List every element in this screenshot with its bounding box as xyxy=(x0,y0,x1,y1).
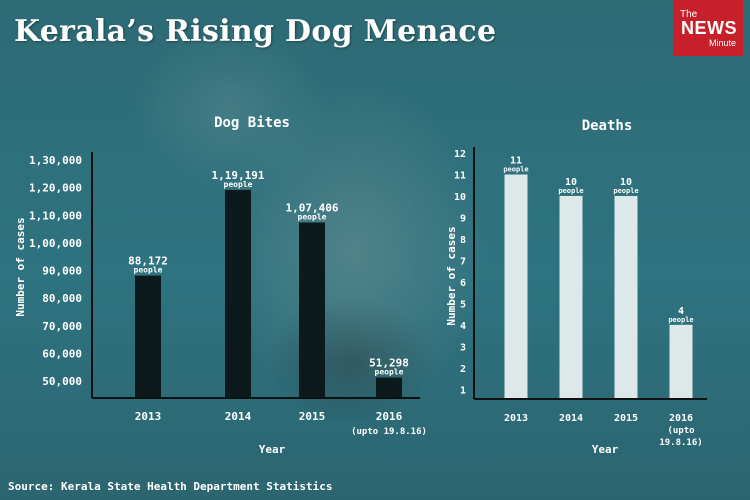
deaths-x-sublabel: (upto xyxy=(667,426,694,436)
deaths-bar-2015 xyxy=(614,195,638,398)
logo-news: NEWS xyxy=(681,18,737,38)
deaths-y-tick-label: 3 xyxy=(460,342,466,353)
bites-data-label-2013: 88,172 xyxy=(128,255,168,268)
deaths-bar-2013 xyxy=(504,174,528,398)
deaths-y-tick-label: 6 xyxy=(460,278,466,289)
bites-data-unit-2013: people xyxy=(134,266,163,275)
bites-x-tick-label: 2015 xyxy=(299,410,326,423)
deaths-y-tick-label: 7 xyxy=(460,256,466,267)
bites-data-label-2016: 51,298 xyxy=(369,357,409,370)
deaths-chart-title: Deaths xyxy=(582,118,633,134)
bites-y-tick-label: 80,000 xyxy=(42,292,82,305)
deaths-y-axis-label: Number of cases xyxy=(445,226,458,325)
bites-y-tick-label: 70,000 xyxy=(42,320,82,333)
deaths-data-unit-2016: people xyxy=(668,316,693,324)
bites-y-tick-label: 90,000 xyxy=(42,265,82,278)
logo-the: The xyxy=(680,9,698,20)
news-minute-logo: The NEWS Minute xyxy=(673,0,743,56)
bites-chart-title: Dog Bites xyxy=(214,115,290,131)
bites-x-tick-label: 2014 xyxy=(225,410,252,423)
deaths-data-label-2014: 10 xyxy=(565,177,577,188)
logo-minute: Minute xyxy=(709,38,737,48)
deaths-data-label-2015: 10 xyxy=(620,177,632,188)
deaths-data-label-2013: 11 xyxy=(510,155,522,166)
page-title: Kerala’s Rising Dog Menace xyxy=(14,14,497,49)
bites-bar-2015 xyxy=(299,222,325,397)
deaths-x-tick-label: 2014 xyxy=(559,413,583,424)
deaths-y-tick-label: 8 xyxy=(460,235,466,246)
deaths-x-tick-label: 2015 xyxy=(614,413,638,424)
bites-data-label-2014: 1,19,191 xyxy=(212,169,265,182)
deaths-bar-2016 xyxy=(669,324,693,398)
deaths-x-sublabel: 19.8.16) xyxy=(659,438,702,448)
deaths-y-tick-label: 4 xyxy=(460,321,466,332)
bites-data-unit-2016: people xyxy=(375,368,404,377)
bites-y-tick-label: 1,20,000 xyxy=(29,182,82,195)
deaths-data-unit-2013: people xyxy=(503,165,528,173)
bites-bar-2013 xyxy=(135,275,161,397)
deaths-x-tick-label: 2016 xyxy=(669,413,693,424)
bites-bar-2014 xyxy=(225,189,251,397)
bites-x-tick-label: 2016 xyxy=(376,410,403,423)
deaths-x-tick-label: 2013 xyxy=(504,413,528,424)
bites-y-tick-label: 50,000 xyxy=(42,375,82,388)
deaths-data-unit-2014: people xyxy=(558,187,583,195)
deaths-y-tick-label: 1 xyxy=(460,385,466,396)
deaths-data-label-2016: 4 xyxy=(678,306,684,317)
bites-data-unit-2014: people xyxy=(224,180,253,189)
deaths-y-tick-label: 9 xyxy=(460,213,466,224)
source-note: Source: Kerala State Health Department S… xyxy=(8,480,333,493)
bites-y-tick-label: 60,000 xyxy=(42,348,82,361)
bites-y-axis-label: Number of cases xyxy=(14,217,27,316)
bites-x-tick-label: 2013 xyxy=(135,410,162,423)
deaths-y-tick-label: 12 xyxy=(454,149,466,160)
bites-bar-2016 xyxy=(376,377,402,397)
deaths-bar-2014 xyxy=(559,195,583,398)
deaths-y-tick-label: 11 xyxy=(454,170,466,181)
bites-data-unit-2015: people xyxy=(298,212,327,221)
bites-y-tick-label: 1,10,000 xyxy=(29,209,82,222)
bites-x-axis-label: Year xyxy=(259,443,286,456)
bites-data-label-2015: 1,07,406 xyxy=(286,201,339,214)
deaths-y-tick-label: 5 xyxy=(460,299,466,310)
deaths-y-tick-label: 10 xyxy=(454,192,466,203)
deaths-data-unit-2015: people xyxy=(613,187,638,195)
deaths-x-axis-label: Year xyxy=(592,443,619,456)
bites-x-sublabel: (upto 19.8.16) xyxy=(351,427,427,437)
deaths-y-tick-label: 2 xyxy=(460,364,466,375)
bites-y-tick-label: 1,30,000 xyxy=(29,154,82,167)
bites-y-tick-label: 1,00,000 xyxy=(29,237,82,250)
